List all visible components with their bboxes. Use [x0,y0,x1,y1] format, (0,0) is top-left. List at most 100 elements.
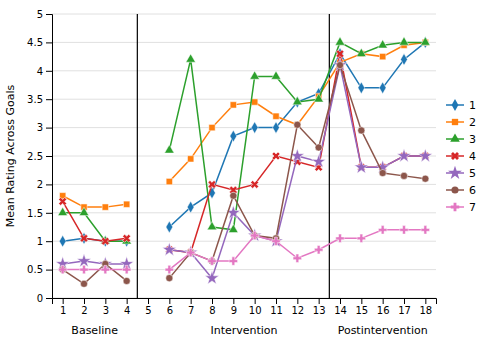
grid-line [52,212,436,213]
point [165,145,175,153]
point [77,254,91,267]
point [230,192,237,199]
point [400,172,407,179]
tick-mark [191,298,192,304]
tick-label: 6 [167,305,173,316]
series [57,48,432,259]
series-line [63,65,426,284]
point [273,113,279,119]
tick-mark [63,298,64,304]
tick: 7 [188,298,194,316]
point [250,231,258,239]
tick-mark [46,42,52,43]
point [293,254,301,262]
chart: 12345678910111213141516171800.511.522.53… [0,0,480,350]
series-line [63,42,426,241]
grid-line [52,127,436,128]
point [208,257,216,265]
tick: 10 [249,298,262,316]
series-line [63,54,426,253]
point [379,82,386,94]
point [80,265,88,273]
point [121,232,133,244]
tick: 12 [291,298,304,316]
phase-line [329,14,330,298]
point [166,221,173,233]
tick-mark [148,298,149,304]
tick-mark [233,298,234,304]
tick-label: 2 [81,305,87,316]
legend-item: 4 [446,150,476,163]
point [380,53,386,59]
point [230,102,236,108]
point [401,54,408,66]
point [122,265,130,273]
tick-label: 4 [37,66,43,77]
tick: 2 [81,298,87,316]
point [102,204,108,210]
tick-mark [361,298,362,304]
tick-label: 3 [37,122,43,133]
tick: 13 [313,298,326,316]
point [399,37,409,45]
grid [52,14,436,298]
tick: 4.5 [27,37,52,48]
point [57,195,69,207]
tick-label: 5 [37,9,43,20]
point [270,150,282,162]
tick: 16 [377,298,390,316]
point [249,178,261,190]
tick: 1 [37,236,52,247]
tick: 14 [334,298,347,316]
point [79,207,89,215]
tick: 0 [37,293,52,304]
legend-symbol [449,150,461,162]
series [59,62,429,288]
point [294,122,300,128]
point [336,234,344,242]
point [312,154,326,167]
tick-label: 2 [37,179,43,190]
point [250,71,260,79]
point [78,232,90,244]
series [58,37,430,244]
point [357,234,365,242]
grid-line [52,184,436,185]
y-axis-title: Mean Rating Across Goals [4,84,17,227]
grid-line [52,14,436,15]
point [251,122,258,134]
grid-line [52,70,436,71]
tick: 3 [103,298,109,316]
point [315,144,322,151]
y-axis: 00.511.522.533.544.55 [27,9,52,304]
tick-mark [46,156,52,157]
point [397,149,411,162]
legend: 1234567 [446,99,476,214]
phase-label: Baseline [71,324,118,337]
tick-label: 12 [291,305,304,316]
tick-mark [46,184,52,185]
tick: 11 [270,298,283,316]
tick-mark [383,298,384,304]
tick: 2 [37,179,52,190]
series [60,39,429,210]
point [208,258,215,265]
point [314,245,322,253]
legend-item: 6 [446,184,476,197]
tick: 3 [37,122,52,133]
tick-label: 17 [398,305,411,316]
point [271,71,281,79]
tick-label: 13 [313,305,326,316]
phase-label: Postintervention [338,324,428,337]
tick-label: 3 [103,305,109,316]
tick-mark [46,14,52,15]
tick-label: 5 [145,305,151,316]
tick: 2.5 [27,151,52,162]
tick-label: 10 [249,305,262,316]
tick: 4 [124,298,130,316]
series-line [63,230,426,270]
legend-symbol [448,166,462,179]
point [273,122,280,134]
tick-mark [46,99,52,100]
tick: 18 [419,298,432,316]
